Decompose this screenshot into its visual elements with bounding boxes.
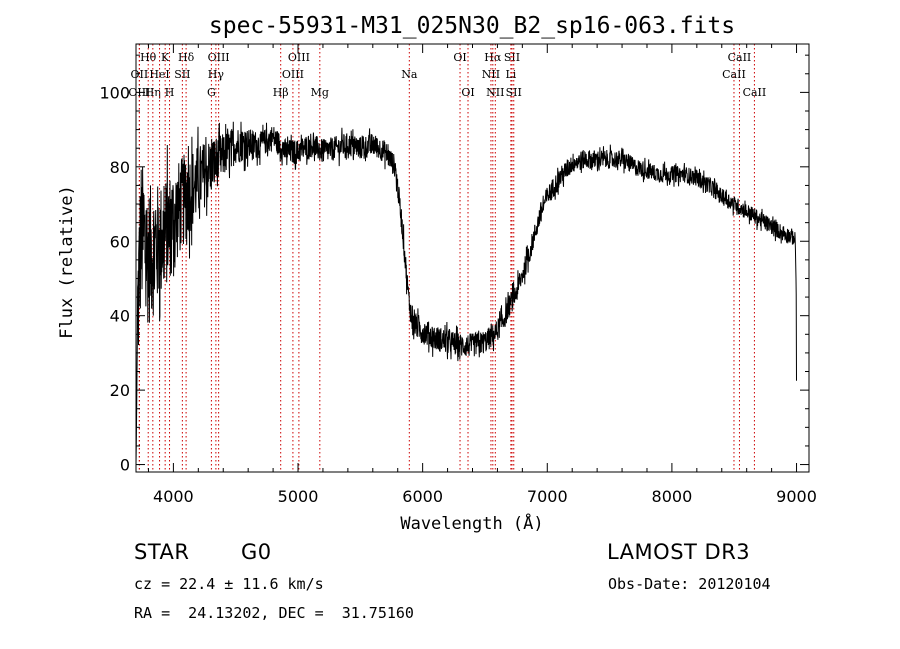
plot-frame (135, 43, 810, 473)
y-tick-label: 80 (110, 158, 130, 177)
spectral-line-label: HeI (149, 68, 169, 81)
spectral-line-label: CaII (722, 68, 746, 81)
spectral-line-label: SII (506, 86, 522, 99)
x-axis-label: Wavelength (Å) (400, 512, 543, 534)
spectral-line-label: Hθ (140, 51, 157, 64)
spectral-line-label: Hδ (178, 51, 195, 64)
spectral-line-label: SII (504, 51, 520, 64)
spectral-line-label: Hγ (208, 68, 225, 81)
x-tick-label: 7000 (527, 487, 568, 506)
spectral-line-label: CaII (728, 51, 752, 64)
y-tick-label: 40 (110, 307, 130, 326)
y-tick-label: 60 (110, 232, 130, 251)
x-tick-label: 5000 (278, 487, 319, 506)
spectral-line-label: Hβ (273, 86, 289, 99)
axis-ticks: 4000 5000 6000 7000 8000 9000 0 20 40 60 80 100 (99, 44, 817, 506)
spectral-line-label: Hα (484, 51, 502, 64)
spectral-line-label: Na (401, 68, 418, 81)
spectral-line-label: H (165, 86, 175, 99)
spectrum-line (135, 121, 797, 465)
y-tick-label: 20 (110, 381, 130, 400)
object-class: STAR (134, 540, 190, 564)
y-axis-label: Flux (relative) (57, 185, 77, 339)
obs-date: Obs-Date: 20120104 (608, 575, 771, 593)
y-tick-label: 100 (99, 83, 130, 102)
spectral-line-label: OIII (282, 68, 304, 81)
survey-name: LAMOST DR3 (607, 540, 751, 564)
spectral-line-label: K (161, 51, 170, 64)
spectral-line-label: OII (131, 68, 149, 81)
x-tick-label: 4000 (153, 487, 194, 506)
spectral-line-label: SII (174, 68, 190, 81)
x-tick-label: 6000 (402, 487, 443, 506)
spectral-line-label: Hη (145, 86, 161, 99)
velocity-readout: cz = 22.4 ± 11.6 km/s (134, 575, 324, 593)
spectral-line-label: G (207, 86, 216, 99)
x-tick-label: 9000 (776, 487, 817, 506)
spectral-line-label: OIII (288, 51, 310, 64)
spectral-line-label: NII (486, 86, 504, 99)
x-tick-label: 8000 (652, 487, 693, 506)
chart-title: spec-55931-M31_025N30_B2_sp16-063.fits (209, 13, 735, 39)
spectral-subclass: G0 (241, 540, 272, 564)
spectral-line-label: OI (461, 86, 474, 99)
spectral-line-label: NII (482, 68, 500, 81)
spectral-line-label: CaII (743, 86, 767, 99)
spectral-line-label: OIII (208, 51, 230, 64)
y-tick-label: 0 (120, 456, 130, 475)
coordinates: RA = 24.13202, DEC = 31.75160 (134, 604, 414, 622)
spectral-line-label: Mg (311, 86, 329, 99)
spectral-line-label: OI (453, 51, 466, 64)
spectral-line-label: Li (505, 68, 516, 81)
